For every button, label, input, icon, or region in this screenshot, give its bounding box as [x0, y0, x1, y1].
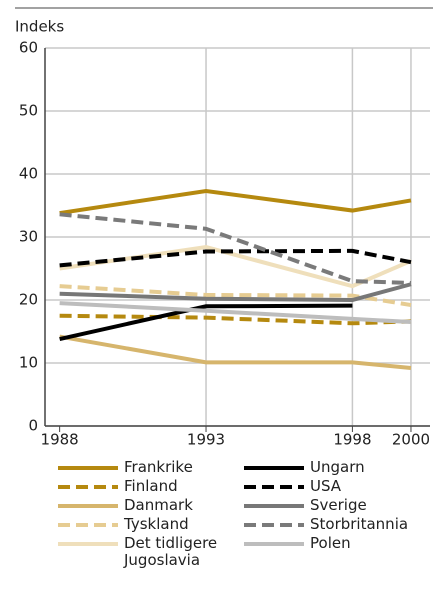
y-axis-label: Indeks: [15, 18, 64, 36]
legend-label: Finland: [124, 477, 178, 495]
legend-label: Ungarn: [310, 458, 365, 476]
x-tick-label: 1998: [333, 431, 371, 449]
legend-label: Storbritannia: [310, 515, 409, 533]
legend-item: Sverige: [244, 497, 424, 514]
legend-item: Frankrike: [58, 459, 244, 476]
y-tick-label: 30: [19, 228, 38, 246]
series-line: [59, 188, 412, 216]
legend-label: Tyskland: [124, 515, 189, 533]
legend-item: Danmark: [58, 497, 244, 514]
legend-swatch: [244, 504, 304, 508]
series-line: [59, 313, 412, 326]
legend-item: USA: [244, 478, 424, 495]
legend: Frankrike Finland Danmark Tyskland Det tidli…: [58, 459, 424, 569]
x-tick-label: 1993: [187, 431, 225, 449]
legend-item: Tyskland: [58, 516, 244, 533]
series-line: [59, 301, 412, 325]
legend-label: Frankrike: [124, 458, 193, 476]
legend-swatch: [58, 504, 118, 508]
legend-swatch: [58, 542, 118, 546]
legend-item: Det tidligere Jugoslavia: [58, 535, 244, 569]
legend-item: Ungarn: [244, 459, 424, 476]
y-tick-label: 0: [28, 417, 38, 435]
y-tick-label: 50: [19, 102, 38, 120]
x-tick-label: 2000: [392, 431, 430, 449]
series-line: [59, 334, 412, 371]
legend-label: Polen: [310, 534, 351, 552]
legend-swatch: [244, 466, 304, 470]
legend-label: Det tidligere Jugoslavia: [124, 534, 218, 569]
chart: Indeks 0 10 20 30 40 50 60 1988 1993 1998 2000: [15, 7, 433, 449]
y-tick-label: 10: [19, 354, 38, 372]
legend-item: Storbritannia: [244, 516, 424, 533]
legend-swatch: [244, 523, 304, 527]
legend-item: Polen: [244, 535, 424, 569]
legend-label: USA: [310, 477, 342, 495]
y-tick-label: 60: [19, 39, 38, 57]
y-tick-label: 40: [19, 165, 38, 183]
series-line: [59, 284, 412, 308]
legend-item: Finland: [58, 478, 244, 495]
series-line: [59, 248, 412, 268]
legend-label: Danmark: [124, 496, 193, 514]
legend-label: Sverige: [310, 496, 367, 514]
legend-swatch: [58, 523, 118, 527]
legend-swatch: [58, 485, 118, 489]
x-tick-label: 1988: [41, 431, 79, 449]
legend-swatch: [58, 466, 118, 470]
series-line: [59, 303, 353, 342]
legend-swatch: [244, 485, 304, 489]
legend-swatch: [244, 542, 304, 546]
series-line: [59, 212, 412, 285]
y-tick-label: 20: [19, 291, 38, 309]
series-line: [59, 282, 412, 303]
